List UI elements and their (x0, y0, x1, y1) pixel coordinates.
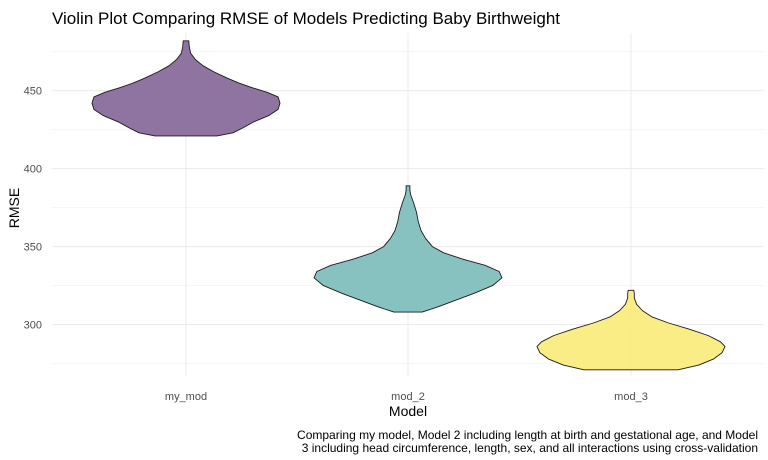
y-axis-title: RMSE (6, 188, 22, 228)
x-tick-label: mod_3 (614, 391, 648, 403)
y-axis-ticks: 300 350 400 450 (24, 86, 42, 332)
violin-mod-3 (536, 289, 726, 371)
violin-my-mod (91, 40, 281, 137)
violins (91, 40, 726, 371)
plot-grid (52, 33, 764, 376)
y-tick-label: 450 (24, 86, 42, 98)
x-tick-label: my_mod (165, 391, 207, 403)
y-tick-label: 300 (24, 320, 42, 332)
y-tick-label: 400 (24, 164, 42, 176)
x-axis-title: Model (389, 403, 427, 419)
chart-title: Violin Plot Comparing RMSE of Models Pre… (52, 9, 560, 28)
caption-line-2: 3 including head circumference, length, … (302, 441, 758, 455)
y-tick-label: 350 (24, 242, 42, 254)
x-axis-ticks: my_mod mod_2 mod_3 (165, 391, 648, 403)
x-tick-label: mod_2 (391, 391, 425, 403)
violin-mod-2 (313, 185, 503, 313)
caption-line-1: Comparing my model, Model 2 including le… (297, 428, 758, 442)
